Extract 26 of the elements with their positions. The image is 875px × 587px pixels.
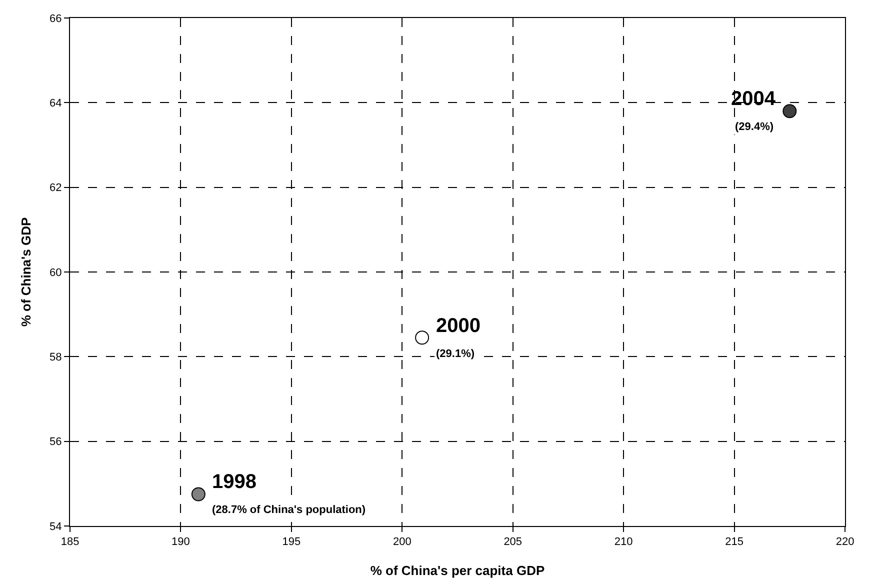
x-tick-label: 190 (172, 536, 190, 548)
y-tick-label: 64 (50, 98, 62, 110)
x-tick-label: 195 (282, 536, 301, 548)
y-tick-label: 54 (50, 520, 62, 533)
x-axis-title: % of China's per capita GDP (370, 562, 545, 578)
x-tick-label: 210 (614, 536, 633, 548)
y-tick-label: 60 (50, 266, 62, 279)
x-tick-label: 220 (836, 536, 854, 548)
annotation: 2004 (731, 88, 776, 110)
annotation: 1998 (212, 471, 256, 493)
y-axis-title: % of China's GDP (18, 217, 34, 327)
point (191, 487, 206, 502)
y-tick-label: 66 (50, 12, 62, 25)
x-tick-label: 205 (504, 536, 522, 548)
annotation: (29.4%) (735, 121, 774, 133)
y-tick-label: 62 (50, 182, 62, 194)
y-tick-label: 58 (50, 352, 62, 364)
y-tick-label: 56 (50, 436, 62, 448)
x-tick-label: 185 (60, 536, 80, 548)
x-tick-label: 215 (725, 536, 744, 548)
annotation: (28.7% of China's population) (212, 504, 366, 516)
point (782, 104, 797, 118)
x-tick-label: 200 (392, 536, 412, 548)
annotation: (29.1%) (436, 348, 475, 360)
annotation: 2000 (436, 315, 480, 337)
point (415, 330, 430, 345)
